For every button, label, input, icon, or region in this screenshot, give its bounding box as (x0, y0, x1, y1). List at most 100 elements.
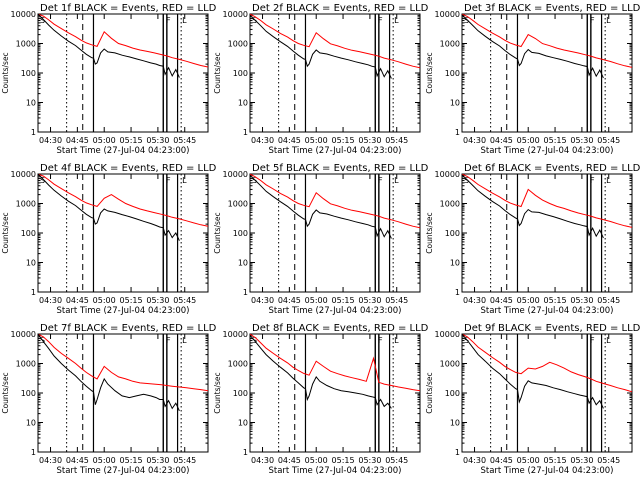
marker-f-label: F (166, 176, 171, 185)
y-tick-label: 100 (21, 69, 36, 78)
events-series-line (250, 334, 392, 409)
lld-series-line (38, 14, 208, 68)
y-tick-label: 1 (455, 288, 460, 297)
x-tick-label: 04:45 (490, 136, 513, 145)
events-series-line (462, 334, 604, 409)
x-tick-label: 04:30 (463, 136, 486, 145)
plot-frame (37, 173, 209, 293)
x-tick-label: 04:30 (463, 456, 486, 465)
marker-l-label: L (182, 176, 187, 185)
y-tick-label: 10000 (11, 10, 36, 19)
y-tick-label: 10000 (223, 330, 248, 339)
y-tick-label: 100 (445, 69, 460, 78)
panel-8: Det 8f BLACK = Events, RED = LLD 1 10 100 10… (213, 323, 429, 476)
y-axis-label: Counts/sec (213, 212, 222, 253)
y-tick-label: 100 (445, 389, 460, 398)
marker-s-label: S (252, 176, 257, 185)
plot-frame (461, 13, 633, 133)
marker-f-label: F (590, 336, 595, 345)
x-axis-label: Start Time (27-Jul-04 04:23:00) (57, 306, 190, 316)
y-axis-label: Counts/sec (425, 52, 434, 93)
x-tick-label: 04:45 (66, 456, 89, 465)
x-tick-label: 04:45 (278, 136, 301, 145)
y-tick-label: 10 (238, 419, 248, 428)
x-tick-label: 05:45 (385, 296, 408, 305)
plot-frame (249, 13, 421, 133)
x-tick-label: 05:15 (332, 136, 355, 145)
marker-s-label: S (464, 16, 469, 25)
y-tick-label: 10 (26, 419, 36, 428)
panel-9: Det 9f BLACK = Events, RED = LLD 1 10 100 10… (425, 323, 640, 476)
x-axis-label: Start Time (27-Jul-04 04:23:00) (269, 466, 402, 476)
panel-5: Det 5f BLACK = Events, RED = LLD 1 10 100 10… (213, 163, 429, 316)
marker-l-label: L (394, 176, 399, 185)
lld-series-line (462, 334, 632, 393)
x-tick-label: 05:30 (570, 296, 593, 305)
events-series-line (38, 334, 180, 412)
x-tick-label: 05:45 (173, 296, 196, 305)
x-tick-label: 04:45 (278, 296, 301, 305)
x-tick-label: 04:30 (251, 456, 274, 465)
x-tick-label: 05:45 (173, 136, 196, 145)
events-series-line (38, 174, 180, 241)
panel-4: Det 4f BLACK = Events, RED = LLD 1 10 100 10… (1, 163, 217, 316)
marker-l-label: L (606, 176, 611, 185)
x-tick-label: 05:45 (385, 136, 408, 145)
lld-series-line (462, 174, 632, 228)
x-tick-label: 05:00 (93, 296, 116, 305)
x-axis-label: Start Time (27-Jul-04 04:23:00) (57, 146, 190, 156)
panel-title: Det 2f BLACK = Events, RED = LLD (252, 3, 429, 14)
panel-title: Det 4f BLACK = Events, RED = LLD (40, 163, 217, 174)
y-tick-label: 1000 (228, 360, 248, 369)
x-axis-label: Start Time (27-Jul-04 04:23:00) (481, 146, 614, 156)
lld-series-line (250, 174, 420, 229)
y-tick-label: 100 (21, 389, 36, 398)
x-tick-label: 05:15 (544, 296, 567, 305)
x-tick-label: 05:15 (120, 456, 143, 465)
events-series-line (462, 174, 604, 239)
x-tick-label: 05:30 (570, 136, 593, 145)
panel-title: Det 3f BLACK = Events, RED = LLD (464, 3, 640, 14)
y-tick-label: 100 (233, 229, 248, 238)
panel-title: Det 9f BLACK = Events, RED = LLD (464, 323, 640, 334)
x-axis-label: Start Time (27-Jul-04 04:23:00) (57, 466, 190, 476)
y-tick-label: 10 (238, 99, 248, 108)
y-axis-label: Counts/sec (1, 212, 10, 253)
y-tick-label: 10000 (435, 170, 460, 179)
x-tick-label: 04:30 (251, 296, 274, 305)
y-tick-label: 1 (31, 128, 36, 137)
y-tick-label: 100 (21, 229, 36, 238)
lld-series-line (250, 14, 420, 69)
y-tick-label: 1 (455, 448, 460, 457)
panel-3: Det 3f BLACK = Events, RED = LLD 1 10 100 10… (425, 3, 640, 156)
marker-f-label: F (590, 176, 595, 185)
plot-frame (249, 333, 421, 453)
plot-frame (461, 333, 633, 453)
x-tick-label: 04:45 (66, 296, 89, 305)
y-tick-label: 1 (31, 288, 36, 297)
y-axis-label: Counts/sec (1, 372, 10, 413)
events-series-line (462, 14, 604, 79)
y-tick-label: 1000 (228, 200, 248, 209)
panel-2: Det 2f BLACK = Events, RED = LLD 1 10 100 10… (213, 3, 429, 156)
x-tick-label: 05:00 (517, 456, 540, 465)
y-tick-label: 100 (233, 389, 248, 398)
y-tick-label: 10 (26, 99, 36, 108)
y-tick-label: 10 (26, 259, 36, 268)
y-tick-label: 10 (450, 419, 460, 428)
marker-f-label: F (378, 176, 383, 185)
y-tick-label: 100 (233, 69, 248, 78)
x-tick-label: 05:45 (597, 456, 620, 465)
marker-l-label: L (182, 336, 187, 345)
y-tick-label: 10 (450, 259, 460, 268)
x-tick-label: 05:00 (305, 456, 328, 465)
lld-series-line (250, 334, 420, 392)
plot-frame (249, 173, 421, 293)
y-axis-label: Counts/sec (425, 212, 434, 253)
y-tick-label: 10000 (11, 170, 36, 179)
plot-frame (37, 333, 209, 453)
marker-f-label: F (378, 16, 383, 25)
x-tick-label: 05:45 (385, 456, 408, 465)
x-tick-label: 05:15 (544, 456, 567, 465)
